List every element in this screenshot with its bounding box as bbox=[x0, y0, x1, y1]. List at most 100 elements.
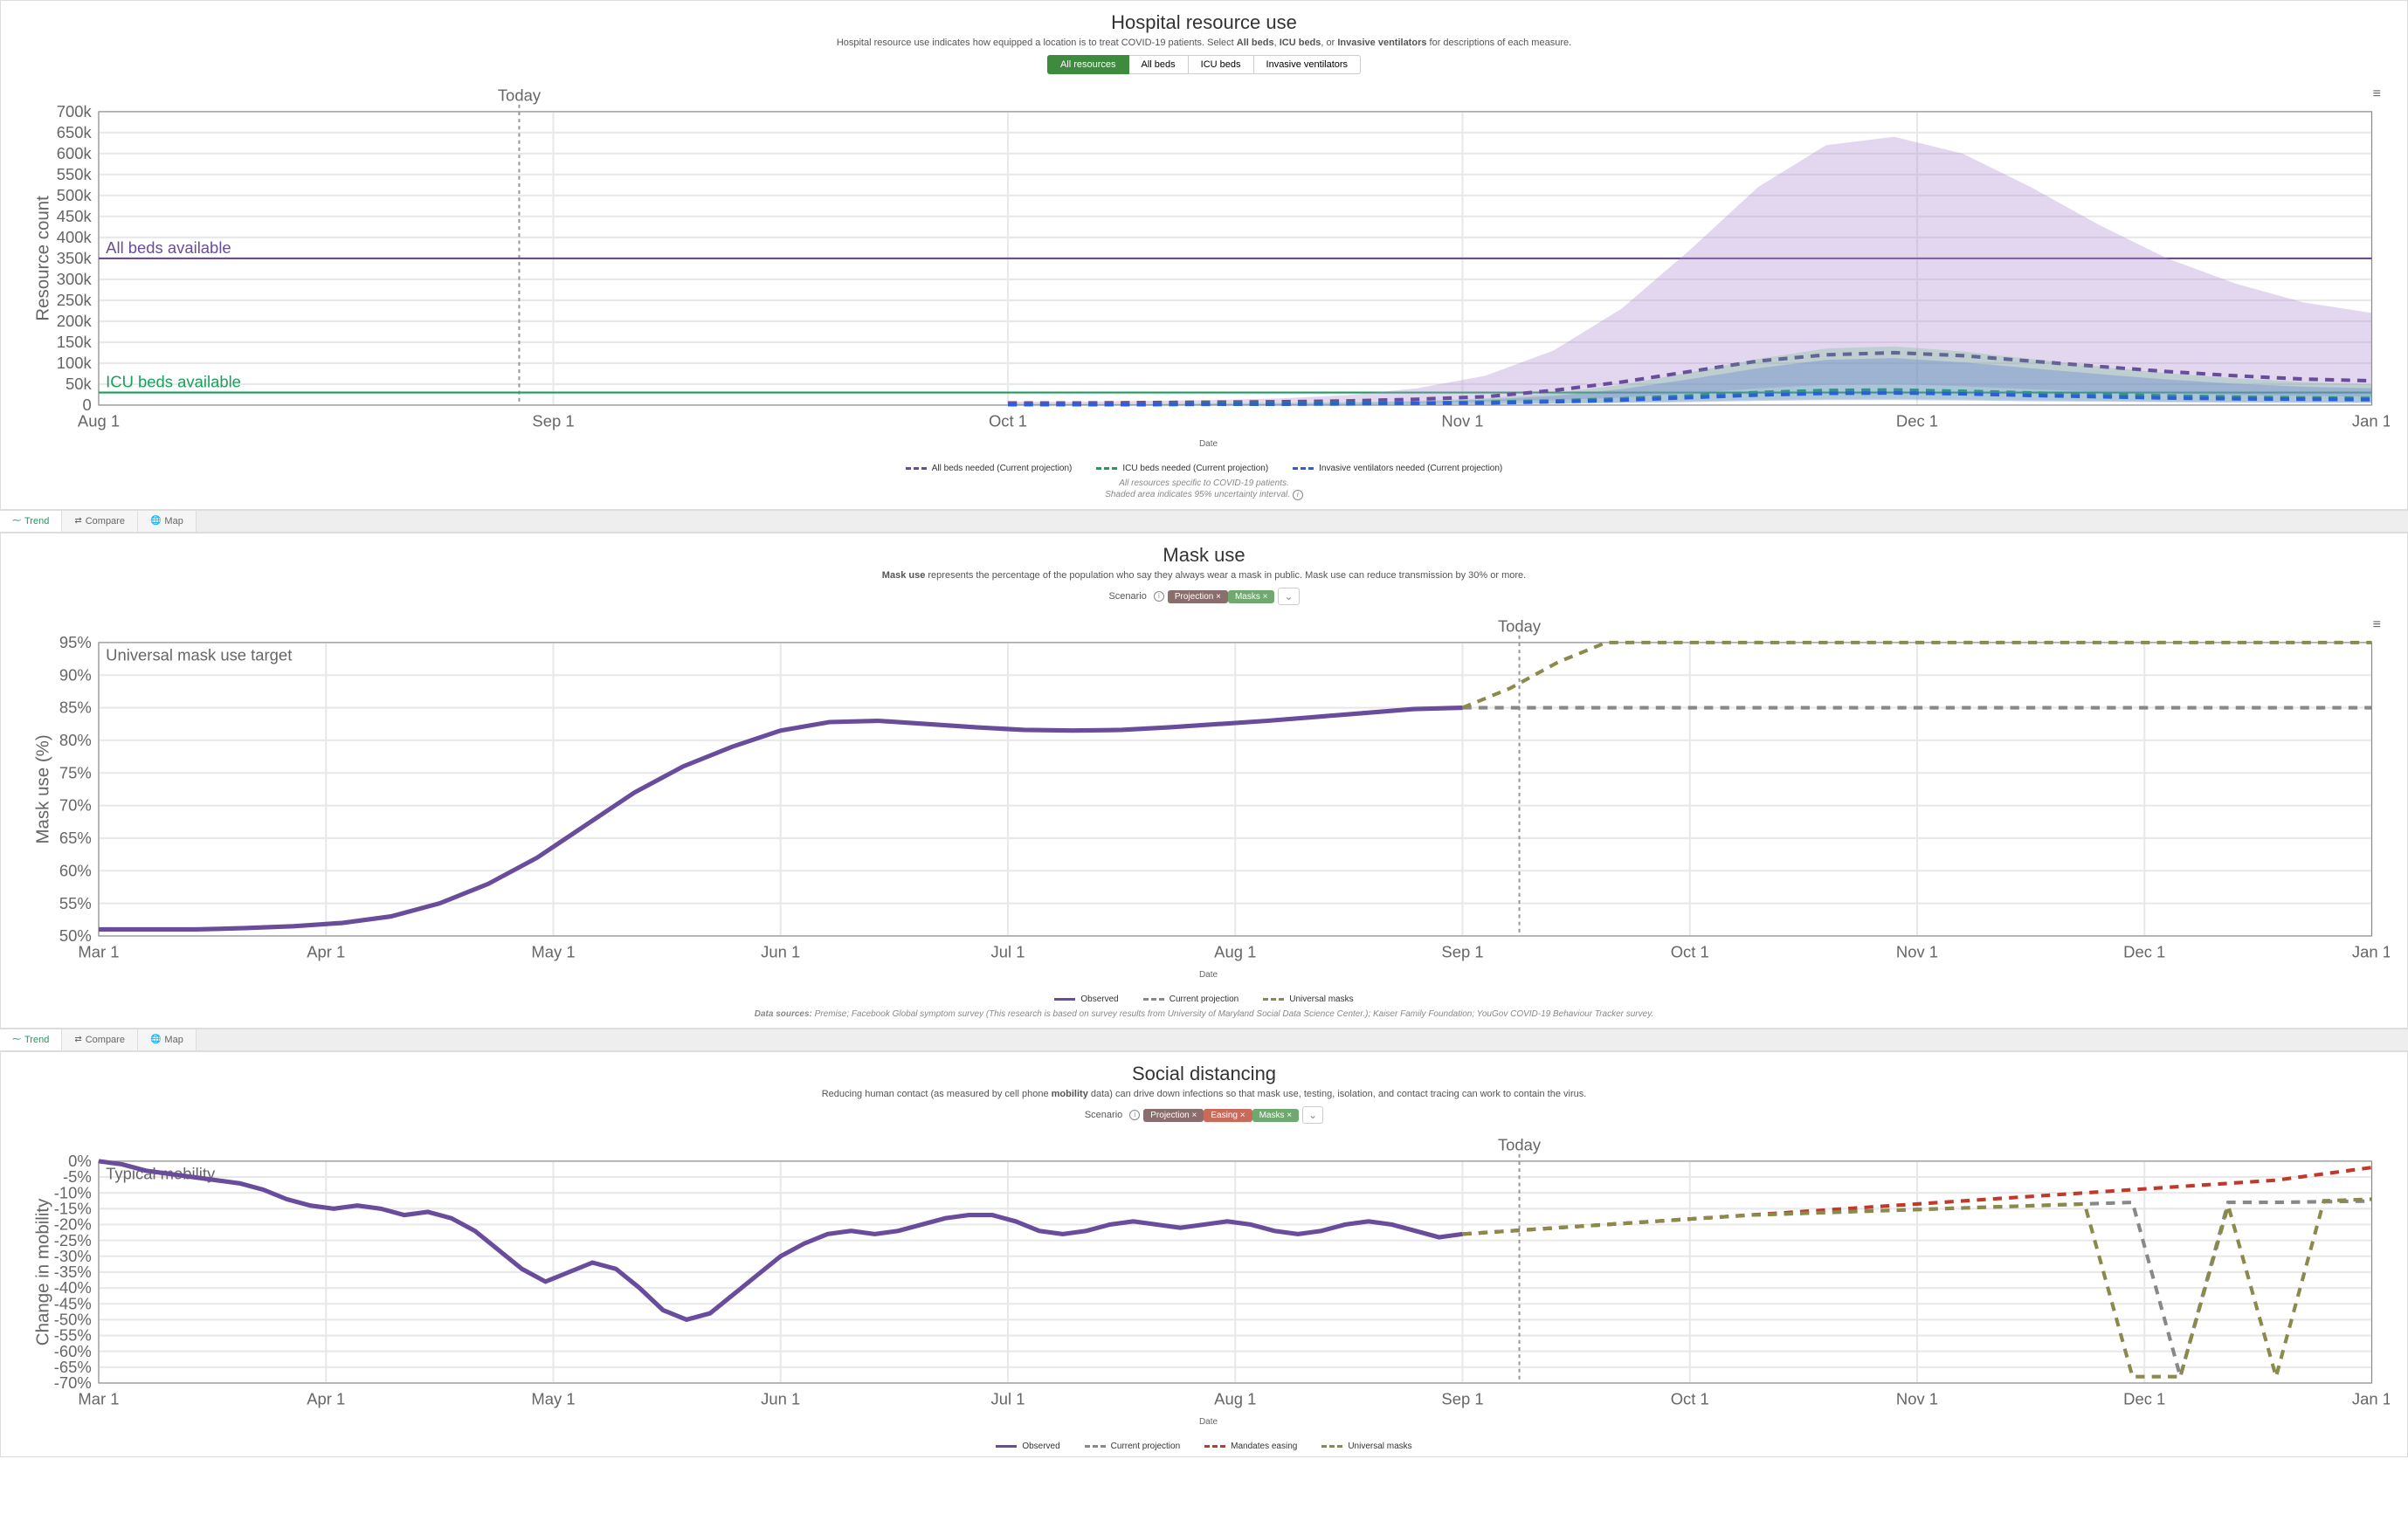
mask-scenario-row: Scenario i Projection ×Masks × ⌄ bbox=[1108, 588, 1299, 605]
svg-text:600k: 600k bbox=[57, 144, 93, 162]
social-subtitle: Reducing human contact (as measured by c… bbox=[36, 1089, 2372, 1099]
tab-compare[interactable]: ⇄Compare bbox=[62, 1029, 138, 1050]
svg-text:Apr 1: Apr 1 bbox=[307, 942, 345, 960]
svg-text:60%: 60% bbox=[59, 861, 92, 879]
svg-text:100k: 100k bbox=[57, 354, 93, 372]
svg-text:Sep 1: Sep 1 bbox=[1441, 942, 1483, 960]
svg-text:85%: 85% bbox=[59, 699, 92, 717]
social-panel: Social distancing Reducing human contact… bbox=[0, 1051, 2408, 1457]
svg-text:Jan 1: Jan 1 bbox=[2352, 1389, 2390, 1407]
svg-text:Oct 1: Oct 1 bbox=[989, 412, 1027, 430]
pill-easing[interactable]: Easing × bbox=[1204, 1109, 1252, 1122]
svg-text:Dec 1: Dec 1 bbox=[1896, 412, 1938, 430]
mask-panel: Mask use Mask use represents the percent… bbox=[0, 533, 2408, 1029]
legend-item: Observed bbox=[1054, 994, 1118, 1004]
svg-text:Today: Today bbox=[1498, 616, 1542, 635]
legend-item: ICU beds needed (Current projection) bbox=[1096, 464, 1268, 473]
tab-trend[interactable]: ⁓Trend bbox=[0, 1029, 62, 1050]
svg-text:450k: 450k bbox=[57, 207, 93, 225]
svg-text:50k: 50k bbox=[66, 375, 93, 393]
svg-text:-50%: -50% bbox=[54, 1310, 92, 1328]
view-tabs: ⁓Trend⇄Compare🌐Map bbox=[0, 1029, 2408, 1051]
svg-text:-10%: -10% bbox=[54, 1183, 92, 1201]
trend-icon: ⁓ bbox=[12, 516, 21, 526]
svg-text:-45%: -45% bbox=[54, 1294, 92, 1312]
x-axis-label: Date bbox=[27, 1415, 2390, 1427]
svg-text:Jun 1: Jun 1 bbox=[761, 942, 800, 960]
svg-text:250k: 250k bbox=[57, 291, 93, 309]
tab-all-resources[interactable]: All resources bbox=[1047, 55, 1129, 74]
svg-text:65%: 65% bbox=[59, 829, 92, 847]
social-scenario-row: Scenario i Projection ×Easing ×Masks × ⌄ bbox=[1085, 1106, 1323, 1124]
svg-text:Oct 1: Oct 1 bbox=[1671, 942, 1709, 960]
svg-text:ICU beds available: ICU beds available bbox=[106, 372, 241, 390]
svg-text:55%: 55% bbox=[59, 894, 92, 912]
svg-text:Sep 1: Sep 1 bbox=[532, 412, 574, 430]
hamburger-icon[interactable]: ≡ bbox=[2373, 617, 2381, 633]
svg-text:Dec 1: Dec 1 bbox=[2123, 942, 2165, 960]
svg-text:-5%: -5% bbox=[63, 1167, 92, 1186]
compare-icon: ⇄ bbox=[74, 516, 81, 526]
tab-map[interactable]: 🌐Map bbox=[138, 1029, 197, 1050]
svg-text:150k: 150k bbox=[57, 333, 93, 351]
tab-icu-beds[interactable]: ICU beds bbox=[1189, 55, 1254, 74]
add-scenario-button[interactable]: ⌄ bbox=[1302, 1106, 1323, 1124]
legend-item: Current projection bbox=[1143, 994, 1238, 1004]
svg-text:Jul 1: Jul 1 bbox=[991, 1389, 1025, 1407]
svg-text:700k: 700k bbox=[57, 102, 93, 120]
svg-text:Mar 1: Mar 1 bbox=[78, 1389, 119, 1407]
map-icon: 🌐 bbox=[150, 1035, 161, 1044]
mask-title: Mask use bbox=[36, 544, 2372, 567]
svg-text:350k: 350k bbox=[57, 249, 93, 267]
svg-text:-20%: -20% bbox=[54, 1215, 92, 1233]
social-legend: ObservedCurrent projectionMandates easin… bbox=[1, 1435, 2407, 1456]
hamburger-icon[interactable]: ≡ bbox=[2373, 86, 2381, 102]
pill-projection[interactable]: Projection × bbox=[1168, 590, 1228, 603]
svg-text:-15%: -15% bbox=[54, 1199, 92, 1217]
svg-text:Nov 1: Nov 1 bbox=[1441, 412, 1483, 430]
svg-text:Nov 1: Nov 1 bbox=[1896, 942, 1938, 960]
tab-invasive-ventilators[interactable]: Invasive ventilators bbox=[1254, 55, 1362, 74]
info-icon[interactable]: i bbox=[1129, 1110, 1140, 1120]
svg-text:0%: 0% bbox=[68, 1152, 92, 1170]
svg-text:300k: 300k bbox=[57, 270, 93, 288]
svg-text:200k: 200k bbox=[57, 312, 93, 330]
svg-text:Jul 1: Jul 1 bbox=[991, 942, 1025, 960]
svg-text:Aug 1: Aug 1 bbox=[1214, 1389, 1256, 1407]
tab-all-beds[interactable]: All beds bbox=[1129, 55, 1189, 74]
svg-text:70%: 70% bbox=[59, 796, 92, 815]
add-scenario-button[interactable]: ⌄ bbox=[1278, 588, 1299, 605]
tab-map[interactable]: 🌐Map bbox=[138, 511, 197, 532]
svg-text:Aug 1: Aug 1 bbox=[1214, 942, 1256, 960]
svg-text:Today: Today bbox=[498, 86, 542, 105]
pill-projection[interactable]: Projection × bbox=[1143, 1109, 1204, 1122]
svg-text:Aug 1: Aug 1 bbox=[78, 412, 120, 430]
svg-text:80%: 80% bbox=[59, 731, 92, 749]
tab-trend[interactable]: ⁓Trend bbox=[0, 511, 62, 532]
legend-item: Current projection bbox=[1085, 1442, 1180, 1451]
info-icon[interactable]: i bbox=[1293, 490, 1303, 500]
hospital-legend: All beds needed (Current projection)ICU … bbox=[1, 458, 2407, 478]
svg-text:-65%: -65% bbox=[54, 1358, 92, 1376]
svg-text:-30%: -30% bbox=[54, 1247, 92, 1265]
hospital-title: Hospital resource use bbox=[36, 11, 2372, 34]
svg-text:Resource count: Resource count bbox=[33, 196, 53, 321]
legend-item: Universal masks bbox=[1321, 1442, 1411, 1451]
legend-item: Observed bbox=[996, 1442, 1059, 1451]
svg-text:95%: 95% bbox=[59, 633, 92, 651]
mask-chart: 50%55%60%65%70%75%80%85%90%95%Mar 1Apr 1… bbox=[27, 610, 2390, 968]
svg-text:-25%: -25% bbox=[54, 1230, 92, 1249]
svg-text:Jan 1: Jan 1 bbox=[2352, 942, 2390, 960]
svg-text:Sep 1: Sep 1 bbox=[1441, 1389, 1483, 1407]
svg-text:75%: 75% bbox=[59, 763, 92, 781]
info-icon[interactable]: i bbox=[1154, 591, 1164, 602]
svg-text:Nov 1: Nov 1 bbox=[1896, 1389, 1938, 1407]
hospital-chart: 050k100k150k200k250k300k350k400k450k500k… bbox=[27, 79, 2390, 437]
svg-text:Mask use (%): Mask use (%) bbox=[33, 734, 53, 843]
tab-compare[interactable]: ⇄Compare bbox=[62, 511, 138, 532]
svg-text:90%: 90% bbox=[59, 665, 92, 684]
pill-masks[interactable]: Masks × bbox=[1252, 1109, 1300, 1122]
view-tabs: ⁓Trend⇄Compare🌐Map bbox=[0, 510, 2408, 533]
pill-masks[interactable]: Masks × bbox=[1228, 590, 1275, 603]
svg-text:Dec 1: Dec 1 bbox=[2123, 1389, 2165, 1407]
